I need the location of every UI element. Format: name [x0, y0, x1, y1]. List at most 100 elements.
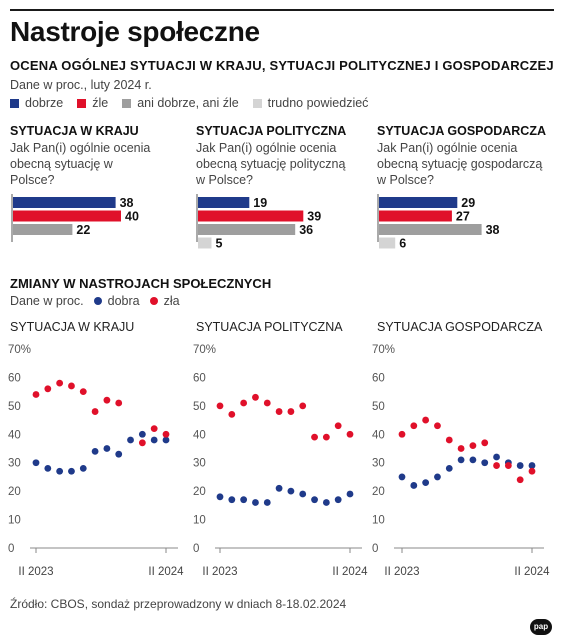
bar-panel-title-political: SYTUACJA POLITYCZNA [196, 124, 347, 138]
legend-swatch [122, 98, 132, 108]
bar-zle [13, 210, 121, 222]
legend-item-zla: zła [149, 294, 180, 308]
bar-panel-question-economic: Jak Pan(i) ogólnie ocenia obecną sytuacj… [377, 141, 543, 187]
point-dobra [115, 450, 123, 458]
legend-swatch [10, 98, 19, 108]
point-dobra [228, 496, 236, 504]
legend-item-unknown: trudno powiedzieć [252, 96, 368, 110]
bar-panel-question-political: Jak Pan(i) ogólnie ocenia obecną sytuacj… [196, 141, 346, 187]
point-zla [56, 379, 64, 387]
y-tick-label: 30 [372, 458, 385, 470]
point-dobra [434, 473, 441, 481]
legend-item-bad: źle [77, 96, 108, 110]
y-tick-label: 0 [193, 543, 199, 555]
point-zla [504, 462, 512, 469]
legend-dot [93, 297, 102, 305]
point-zla [162, 430, 170, 438]
legend-label: dobrze [25, 96, 64, 110]
point-zla [44, 385, 52, 393]
bar-value-label: 38 [486, 223, 500, 237]
point-zla [346, 430, 354, 438]
point-dobra [91, 447, 99, 455]
point-zla [445, 436, 453, 444]
point-zla [434, 422, 441, 430]
legend-label: zła [163, 294, 180, 308]
point-dobra [240, 496, 248, 504]
x-tick-label: II 2023 [202, 566, 237, 578]
legend-item-neutral: ani dobrze, ani źle [122, 96, 239, 110]
trend-chart-political: 0 10 20 30 40 50 60 70% II 2023 II 2024 [193, 344, 368, 578]
y-tick-label: 10 [8, 515, 21, 527]
y-tick-label: 30 [8, 458, 21, 470]
point-zla [91, 408, 99, 415]
y-tick-label: 0 [8, 543, 14, 555]
point-zla [68, 382, 75, 390]
point-zla [516, 476, 524, 484]
legend-label: źle [92, 96, 109, 110]
y-tick-label: 10 [193, 515, 206, 527]
point-zla [150, 425, 158, 432]
bar-value-label: 22 [76, 223, 90, 237]
bar-value-label: 6 [399, 237, 406, 251]
point-dobra [493, 453, 500, 461]
point-dobra [103, 445, 111, 452]
bar-dobrze [198, 197, 250, 208]
section2-title: ZMIANY W NASTROJACH SPOŁECZNYCH [10, 276, 272, 291]
y-tick-label: 40 [372, 429, 385, 441]
page-title: Nastroje społeczne [10, 16, 260, 47]
point-dobra [44, 465, 52, 472]
bar-value-label: 29 [461, 196, 475, 210]
point-dobra [457, 456, 465, 464]
point-dobra [445, 465, 453, 472]
section2-note: Dane w proc. [10, 294, 84, 308]
source-note: Źródło: CBOS, sondaż przeprowadzony w dn… [10, 597, 347, 611]
trend-panel-title-political: SYTUACJA POLITYCZNA [196, 320, 343, 334]
point-zla [334, 422, 342, 430]
point-dobra [68, 467, 75, 475]
bar-zle [198, 210, 304, 222]
page-subtitle: OCENA OGÓLNEJ SYTUACJI W KRAJU, SYTUACJI… [10, 58, 554, 73]
bar-panel-question-country: Jak Pan(i) ogólnie ocenia obecną sytuacj… [10, 141, 151, 187]
y-tick-label: 20 [8, 486, 21, 498]
trend-panel-title-economic: SYTUACJA GOSPODARCZA [377, 320, 543, 334]
legend-dot [149, 297, 158, 305]
point-zla [493, 462, 500, 469]
point-dobra [263, 499, 271, 506]
bar-neutral [379, 224, 482, 235]
point-zla [252, 393, 259, 401]
bar-value-label: 38 [120, 196, 134, 210]
bar-value-label: 40 [125, 210, 139, 224]
point-dobra [346, 490, 354, 498]
point-dobra [79, 465, 87, 472]
y-tick-label: 70% [8, 344, 31, 356]
point-zla [275, 408, 283, 415]
bar-panel-title-economic: SYTUACJA GOSPODARCZA [377, 124, 546, 138]
point-dobra [216, 493, 224, 501]
bar-value-label: 19 [253, 196, 267, 210]
bar-zle [379, 210, 452, 222]
point-dobra [252, 499, 259, 506]
bar-neutral [198, 224, 296, 235]
point-zla [481, 439, 489, 447]
y-tick-label: 40 [193, 429, 206, 441]
point-zla [103, 396, 111, 404]
bar-dobrze [13, 197, 116, 208]
point-zla [528, 467, 536, 475]
point-zla [457, 445, 465, 452]
bar-unknown [198, 237, 212, 249]
point-zla [263, 399, 271, 407]
point-dobra [311, 496, 318, 504]
y-tick-label: 0 [372, 543, 378, 555]
x-tick-label: II 2023 [18, 566, 53, 578]
point-dobra [150, 436, 158, 444]
top-rule [10, 9, 554, 11]
legend-label: ani dobrze, ani źle [137, 96, 239, 110]
bar-value-label: 39 [307, 210, 321, 224]
x-tick-label: II 2023 [384, 566, 419, 578]
legend-swatch [252, 98, 262, 108]
point-dobra [422, 479, 430, 487]
point-dobra [481, 459, 489, 467]
point-zla [322, 433, 330, 441]
